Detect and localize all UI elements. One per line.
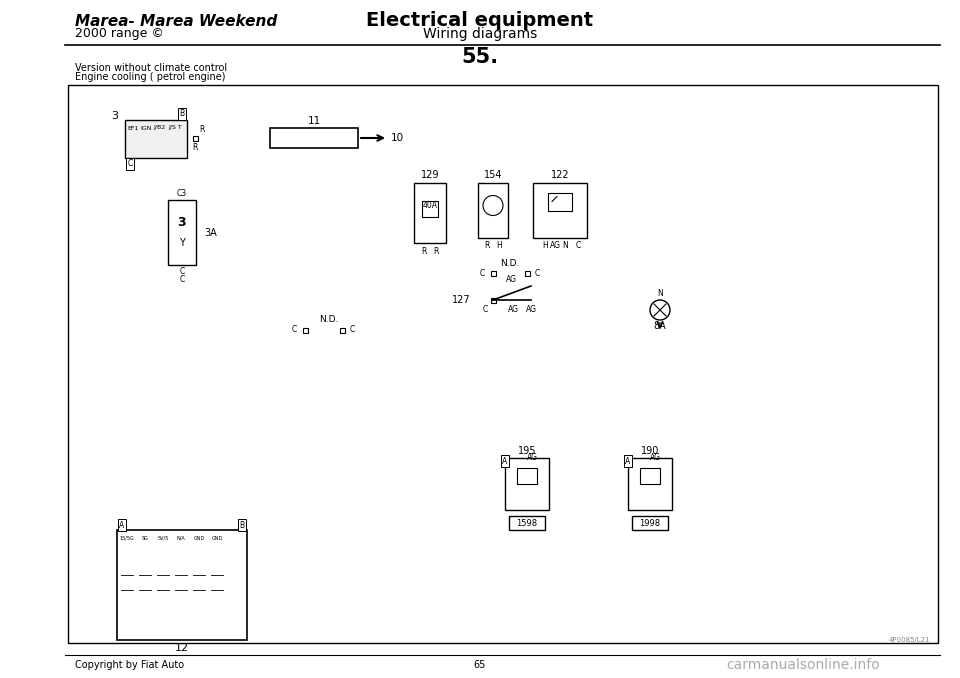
Text: 129: 129 (420, 170, 440, 180)
Text: Engine cooling ( petrol engine): Engine cooling ( petrol engine) (75, 72, 226, 82)
Text: C: C (292, 325, 297, 334)
Text: Electrical equipment: Electrical equipment (367, 12, 593, 31)
Bar (270, 128, 358, 148)
Text: 1998: 1998 (639, 519, 660, 527)
Text: AG: AG (506, 275, 516, 285)
Text: EF1: EF1 (128, 125, 138, 130)
Text: C: C (480, 268, 485, 277)
Text: C: C (575, 241, 581, 250)
Bar (193, 136, 198, 140)
Text: 154: 154 (484, 170, 502, 180)
Bar (68, 85, 938, 643)
Text: Copyright by Fiat Auto: Copyright by Fiat Auto (75, 660, 184, 670)
Text: 3: 3 (178, 216, 186, 229)
Text: AG: AG (650, 452, 660, 462)
Text: 8A: 8A (654, 321, 666, 331)
Text: Wiring diagrams: Wiring diagrams (422, 27, 538, 41)
Text: R: R (200, 125, 204, 134)
Text: R: R (192, 144, 198, 153)
Text: 65: 65 (474, 660, 486, 670)
Text: 12: 12 (175, 643, 189, 653)
Bar (505, 458, 549, 510)
Text: 195: 195 (517, 446, 537, 456)
Bar (125, 120, 187, 158)
Text: N/A: N/A (177, 536, 185, 540)
Text: J/B2: J/B2 (153, 125, 165, 130)
Bar (168, 200, 196, 265)
Text: C: C (180, 275, 184, 283)
Text: 3: 3 (111, 111, 118, 121)
Text: B: B (180, 110, 184, 119)
Bar (491, 271, 495, 275)
Text: R: R (421, 247, 426, 256)
Text: C: C (180, 266, 184, 275)
Text: A: A (502, 456, 508, 466)
Bar (478, 183, 508, 238)
Bar (117, 530, 247, 640)
Bar (414, 183, 446, 243)
Text: N: N (563, 241, 568, 250)
Bar (302, 327, 307, 332)
Text: 127: 127 (452, 295, 471, 305)
Bar (517, 468, 537, 484)
Text: IGN: IGN (140, 125, 152, 130)
Text: J/S T: J/S T (168, 125, 181, 130)
Text: AG: AG (526, 452, 538, 462)
Text: H: H (496, 241, 502, 250)
Text: N.D.: N.D. (319, 315, 338, 325)
Bar (628, 458, 672, 510)
Text: 15/5G: 15/5G (120, 536, 134, 540)
Text: 5V/5: 5V/5 (157, 536, 169, 540)
Text: C: C (482, 306, 488, 315)
Text: 190: 190 (641, 446, 660, 456)
Text: SG: SG (141, 536, 149, 540)
Text: 11: 11 (307, 116, 321, 126)
Text: C3: C3 (177, 189, 187, 199)
Text: 4P0085/L21: 4P0085/L21 (889, 637, 930, 643)
Text: carmanualsonline.info: carmanualsonline.info (727, 658, 880, 672)
Text: A: A (625, 456, 631, 466)
Bar (632, 516, 668, 530)
Text: AG: AG (549, 241, 561, 250)
Text: C: C (535, 268, 540, 277)
Text: GND: GND (211, 536, 223, 540)
Text: H: H (542, 241, 548, 250)
Text: 3A: 3A (204, 228, 217, 237)
Text: AG: AG (508, 306, 518, 315)
Bar (509, 516, 545, 530)
Bar (491, 298, 495, 302)
Text: 122: 122 (551, 170, 569, 180)
Text: R: R (433, 247, 439, 256)
Bar (640, 468, 660, 484)
Text: R: R (484, 241, 490, 250)
Text: Version without climate control: Version without climate control (75, 63, 228, 73)
Text: C: C (350, 325, 355, 334)
Text: C: C (128, 159, 132, 169)
Bar (548, 193, 572, 210)
Text: GND: GND (193, 536, 204, 540)
Text: B: B (239, 521, 245, 530)
Text: A: A (119, 521, 125, 530)
Text: Marea- Marea Weekend: Marea- Marea Weekend (75, 14, 277, 28)
Text: N.D.: N.D. (500, 258, 519, 268)
Text: 10: 10 (391, 133, 404, 143)
Text: 1598: 1598 (516, 519, 538, 527)
Bar (533, 183, 587, 238)
Text: 40A: 40A (422, 201, 438, 210)
Text: Y: Y (180, 237, 185, 247)
Bar (422, 201, 438, 217)
Bar (524, 271, 530, 275)
Text: 2000 range ©: 2000 range © (75, 28, 164, 41)
Text: 55.: 55. (462, 47, 498, 67)
Text: N: N (658, 290, 662, 298)
Text: AG: AG (525, 306, 537, 315)
Bar (340, 327, 345, 332)
